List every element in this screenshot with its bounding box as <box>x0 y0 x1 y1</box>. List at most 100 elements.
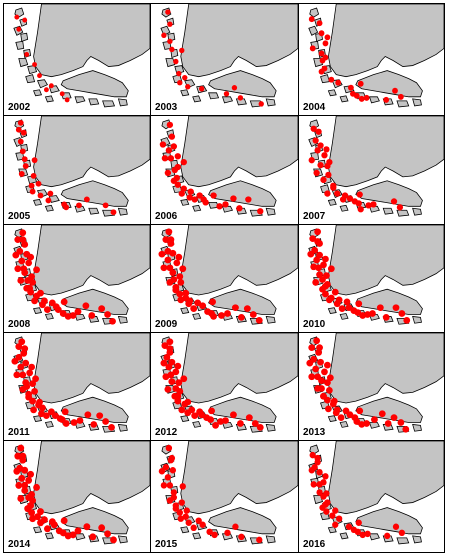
occurrence-point <box>309 45 316 52</box>
occurrence-point <box>318 377 325 385</box>
occurrence-point <box>323 508 330 515</box>
occurrence-point <box>48 83 54 89</box>
island <box>412 535 422 544</box>
occurrence-point <box>27 470 35 478</box>
occurrence-point <box>316 271 323 278</box>
occurrence-point <box>249 311 257 318</box>
occurrence-point <box>15 343 23 350</box>
occurrence-point <box>168 358 176 366</box>
occurrence-point <box>325 171 332 179</box>
occurrence-point <box>21 481 29 489</box>
patagonia-map <box>12 225 150 325</box>
island <box>368 533 380 541</box>
occurrence-point <box>37 289 44 297</box>
occurrence-point <box>384 532 391 540</box>
occurrence-point <box>402 425 410 433</box>
occurrence-point <box>18 257 26 265</box>
occurrence-point <box>33 266 40 274</box>
occurrence-point <box>308 373 316 381</box>
occurrence-point <box>104 530 111 538</box>
occurrence-point <box>76 417 84 424</box>
occurrence-point <box>179 47 185 54</box>
occurrence-point <box>335 296 343 304</box>
occurrence-point <box>316 469 323 476</box>
island <box>74 533 86 541</box>
year-label: 2004 <box>302 102 327 113</box>
occurrence-point <box>22 163 29 169</box>
island <box>102 100 116 108</box>
occurrence-point <box>30 406 37 414</box>
occurrence-point <box>29 397 37 405</box>
island <box>74 314 86 321</box>
island <box>44 421 54 428</box>
occurrence-point <box>317 142 324 149</box>
occurrence-point <box>19 229 27 237</box>
occurrence-point <box>20 129 27 136</box>
occurrence-point <box>16 247 24 255</box>
occurrence-point <box>167 38 173 45</box>
occurrence-point <box>19 456 27 464</box>
occurrence-point <box>186 194 193 201</box>
occurrence-point <box>334 190 341 197</box>
occurrence-point <box>60 517 68 525</box>
occurrence-point <box>17 363 25 371</box>
occurrence-point <box>96 412 104 420</box>
occurrence-point <box>172 385 180 392</box>
island <box>396 100 410 108</box>
occurrence-point <box>164 256 172 264</box>
occurrence-point <box>336 515 343 522</box>
occurrence-point <box>19 386 27 393</box>
occurrence-point <box>37 73 42 79</box>
occurrence-point <box>257 208 264 215</box>
island <box>192 313 202 320</box>
occurrence-point <box>384 420 392 427</box>
year-label: 2008 <box>7 319 32 330</box>
occurrence-point <box>324 361 331 369</box>
occurrence-point <box>60 298 68 306</box>
occurrence-point <box>370 201 377 208</box>
island <box>88 207 100 215</box>
map-panel-2014: 2014 <box>3 440 151 553</box>
island <box>339 95 349 103</box>
occurrence-point <box>396 204 404 211</box>
occurrence-point <box>21 486 29 494</box>
occurrence-point <box>357 206 364 213</box>
occurrence-point <box>59 310 67 317</box>
occurrence-point <box>177 279 185 286</box>
island <box>339 204 349 212</box>
occurrence-point <box>191 412 199 420</box>
occurrence-point <box>160 264 168 272</box>
year-label: 2014 <box>7 539 32 550</box>
patagonia-map <box>13 4 150 108</box>
landmass <box>33 4 150 98</box>
island <box>339 421 349 428</box>
occurrence-point <box>168 454 176 462</box>
island <box>165 58 176 68</box>
occurrence-point <box>322 290 329 298</box>
occurrence-point <box>317 358 324 366</box>
occurrence-point <box>24 51 30 57</box>
occurrence-point <box>355 519 362 526</box>
occurrence-point <box>168 378 176 385</box>
occurrence-point <box>63 204 70 211</box>
occurrence-point <box>398 529 406 537</box>
occurrence-point <box>341 192 349 199</box>
occurrence-point <box>313 169 320 177</box>
occurrence-point <box>98 305 106 313</box>
occurrence-point <box>312 137 319 144</box>
occurrence-point <box>102 418 110 425</box>
occurrence-point <box>256 536 263 544</box>
occurrence-point <box>332 507 339 514</box>
occurrence-point <box>169 46 175 53</box>
occurrence-point <box>58 416 66 423</box>
occurrence-point <box>165 363 173 371</box>
occurrence-point <box>316 251 323 259</box>
occurrence-point <box>390 414 398 421</box>
occurrence-point <box>330 184 337 191</box>
occurrence-point <box>255 316 263 324</box>
occurrence-point <box>238 533 245 541</box>
occurrence-point <box>403 316 411 324</box>
island <box>44 313 54 320</box>
occurrence-point <box>165 147 173 154</box>
occurrence-point <box>172 368 180 376</box>
